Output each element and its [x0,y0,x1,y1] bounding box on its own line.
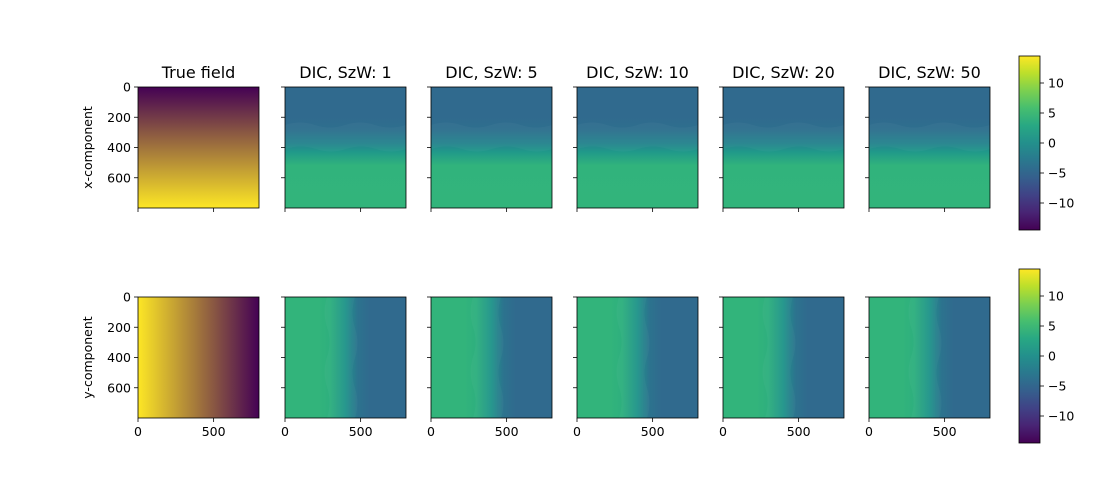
heatmap-image [138,87,259,208]
panel-r1-c0: 0 200 400 600 0 500 y-component [80,290,260,439]
colorbar-tick-label: 0 [1048,349,1056,364]
x-tick-label: 0 [865,424,873,439]
colorbar-tick-label: −5 [1048,166,1066,181]
heatmap-image [431,297,552,418]
x-tick-label: 500 [349,424,373,439]
x-tick-label: 0 [573,424,581,439]
y-tick-label: 600 [107,380,131,395]
colorbars: 10 5 0 −5 −10 10 5 0 −5 −10 [1018,55,1074,444]
panel-r1-c1: 0 500 [281,296,407,439]
x-tick-label: 500 [933,424,957,439]
y-tick-label: 400 [107,140,131,155]
heatmap-image [577,297,698,418]
colorbar-tick-label: 5 [1048,319,1056,334]
colorbar-tick-label: 5 [1048,106,1056,121]
x-tick-label: 500 [202,424,226,439]
dic-texture [325,297,358,418]
dic-texture [471,297,504,418]
x-tick-label: 0 [134,424,142,439]
colorbar-gradient [1019,56,1040,230]
panel-r0-c4: DIC, SzW: 20 [719,63,845,212]
panel-title: DIC, SzW: 20 [732,63,835,82]
y-tick-label: 200 [107,320,131,335]
heatmap-image [577,87,698,208]
panel-r0-c5: DIC, SzW: 50 [865,63,991,212]
y-tick-label: 400 [107,350,131,365]
x-tick-label: 0 [281,424,289,439]
heatmap-image [431,87,552,208]
panel-r1-c5: 0 500 [865,296,991,439]
heatmap-image [869,297,990,418]
x-tick-label: 0 [427,424,435,439]
panel-r1-c4: 0 500 [719,296,845,439]
heatmap-image [723,297,844,418]
dic-texture [763,297,796,418]
panel-title: DIC, SzW: 10 [586,63,689,82]
row-ylabel: x-component [80,106,95,189]
y-tick-label: 200 [107,110,131,125]
y-tick-label: 0 [123,80,131,95]
x-tick-label: 500 [641,424,665,439]
colorbar-1: 10 5 0 −5 −10 [1018,268,1074,444]
panel-r0-c0: True field 0 200 400 600 x-component [80,63,260,212]
panels: True field 0 200 400 600 x-component DIC, SzW:… [80,63,991,439]
colorbar-gradient [1019,269,1040,443]
panel-r1-c2: 0 500 [427,296,553,439]
panel-r0-c2: DIC, SzW: 5 [427,63,553,212]
heatmap-image [285,87,406,208]
heatmap-image [138,297,259,418]
x-tick-label: 500 [787,424,811,439]
colorbar-tick-label: 10 [1048,289,1064,304]
y-tick-label: 0 [123,290,131,305]
colorbar-tick-label: −10 [1048,409,1074,424]
colorbar-tick-label: −5 [1048,379,1066,394]
panel-title: True field [161,63,236,82]
colorbar-tick-label: −10 [1048,196,1074,211]
colorbar-0: 10 5 0 −5 −10 [1018,55,1074,231]
heatmap-image [285,297,406,418]
row-ylabel: y-component [80,316,95,399]
colorbar-tick-label: 10 [1048,76,1064,91]
dic-texture [909,297,942,418]
panel-title: DIC, SzW: 1 [299,63,391,82]
colorbar-tick-label: 0 [1048,136,1056,151]
panel-title: DIC, SzW: 5 [445,63,537,82]
panel-r0-c1: DIC, SzW: 1 [281,63,407,212]
heatmap-image [869,87,990,208]
heatmap-image [723,87,844,208]
x-tick-label: 500 [495,424,519,439]
x-tick-label: 0 [719,424,727,439]
panel-title: DIC, SzW: 50 [878,63,981,82]
dic-texture [617,297,650,418]
y-tick-label: 600 [107,170,131,185]
panel-r1-c3: 0 500 [573,296,699,439]
panel-r0-c3: DIC, SzW: 10 [573,63,699,212]
